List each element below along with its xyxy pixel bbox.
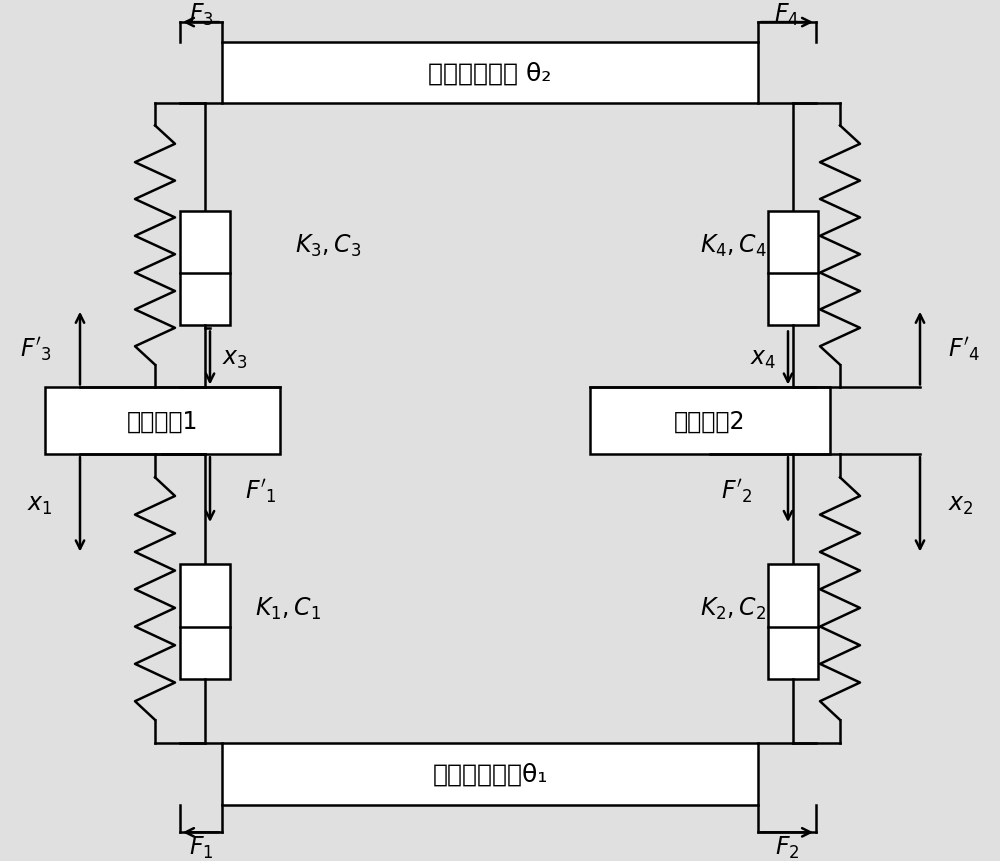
Text: 齿轮头输出轴θ₁: 齿轮头输出轴θ₁ (432, 762, 548, 786)
Bar (180, 564, 230, 679)
Text: $F'_3$: $F'_3$ (20, 335, 52, 362)
Text: $K_2,C_2$: $K_2,C_2$ (700, 596, 766, 622)
Text: $F'_1$: $F'_1$ (245, 476, 277, 504)
Text: $F'_2$: $F'_2$ (721, 476, 753, 504)
Text: 关节输出法兰 θ₂: 关节输出法兰 θ₂ (428, 61, 552, 85)
Text: $K_1,C_1$: $K_1,C_1$ (255, 596, 321, 622)
Text: 动滑轮组2: 动滑轮组2 (674, 409, 746, 433)
Text: $x_1$: $x_1$ (27, 492, 52, 517)
Text: $F_3$: $F_3$ (189, 2, 213, 28)
Text: $K_4,C_4$: $K_4,C_4$ (700, 232, 767, 259)
Bar (768, 212, 818, 325)
Bar (768, 564, 818, 679)
Text: $x_2$: $x_2$ (948, 492, 973, 517)
Text: $x_3$: $x_3$ (222, 347, 248, 370)
Text: $x_4$: $x_4$ (750, 347, 776, 370)
Text: $F'_4$: $F'_4$ (948, 335, 980, 362)
Text: 动滑轮组1: 动滑轮组1 (127, 409, 198, 433)
Text: $F_4$: $F_4$ (774, 2, 800, 28)
Bar (590, 388, 830, 455)
Text: $F_2$: $F_2$ (775, 834, 799, 860)
Bar (222, 743, 758, 805)
Bar (180, 212, 230, 325)
Bar (45, 388, 280, 455)
Text: $K_3,C_3$: $K_3,C_3$ (295, 232, 361, 259)
Text: $F_1$: $F_1$ (189, 834, 213, 860)
Bar (222, 43, 758, 103)
